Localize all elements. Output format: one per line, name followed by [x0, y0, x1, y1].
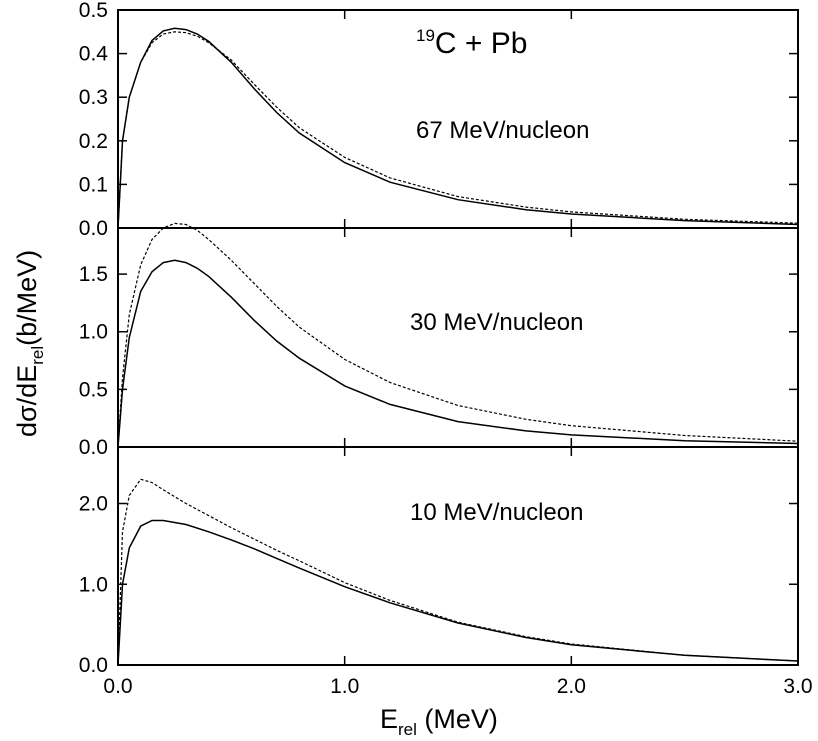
y-tick-label: 0.0: [79, 436, 108, 459]
x-axis-label-main: E: [380, 704, 398, 734]
y-axis-label-suffix: (b/MeV): [12, 250, 42, 346]
panel-frame: [117, 227, 799, 448]
solid-curve: [117, 519, 799, 666]
y-tick-label: 0.4: [79, 43, 109, 66]
chart-title: 19C + Pb: [416, 26, 527, 60]
y-tick-label: 1.0: [79, 573, 108, 596]
dashed-curve: [117, 478, 799, 666]
panel-annotation: 67 MeV/nucleon: [416, 117, 589, 144]
dashed-curve: [117, 31, 799, 229]
y-tick-label: 0.0: [79, 217, 108, 240]
panel-2: 0.0 0.5 1.0 1.5 30 MeV/nucleon: [79, 222, 799, 459]
y-tick-label: 1.5: [79, 263, 108, 286]
chart-panels: 0.0 0.1 0.2 0.3 0.4 0.5 67 MeV/nucleon 0.0 0.5 1.…: [79, 0, 813, 698]
solid-curve: [117, 259, 799, 448]
y-tick-label: 0.5: [79, 378, 108, 401]
y-tick-label: 2.0: [79, 493, 108, 516]
x-tick-label: 1.0: [330, 675, 359, 698]
panel-annotation: 10 MeV/nucleon: [410, 499, 583, 526]
panel-frame: [117, 446, 799, 666]
y-axis-label-prefix: dσ/dE: [12, 365, 42, 437]
y-tick-label: 1.0: [79, 321, 108, 344]
y-tick-label: 0.5: [79, 0, 108, 22]
x-axis-label-subscript: rel: [398, 720, 417, 739]
x-axis-label: Erel (MeV): [380, 704, 498, 739]
y-tick-label: 0.1: [79, 173, 108, 196]
x-tick-label: 3.0: [783, 675, 812, 698]
y-axis-label: dσ/dErel(b/MeV): [12, 250, 47, 437]
y-tick-label: 0.0: [79, 654, 108, 677]
y-tick-label: 0.3: [79, 86, 108, 109]
y-axis-label-subscript: rel: [28, 346, 47, 365]
x-tick-label: 0.0: [103, 675, 132, 698]
x-axis-label-suffix: (MeV): [417, 704, 498, 734]
y-tick-label: 0.2: [79, 130, 108, 153]
chart-title-superscript: 19: [416, 26, 435, 45]
panel-annotation: 30 MeV/nucleon: [410, 309, 583, 336]
panel-3: 0.0 1.0 2.0 10 MeV/nucleon: [79, 446, 799, 677]
chart-title-main: C + Pb: [435, 27, 528, 60]
x-tick-label: 2.0: [557, 675, 586, 698]
